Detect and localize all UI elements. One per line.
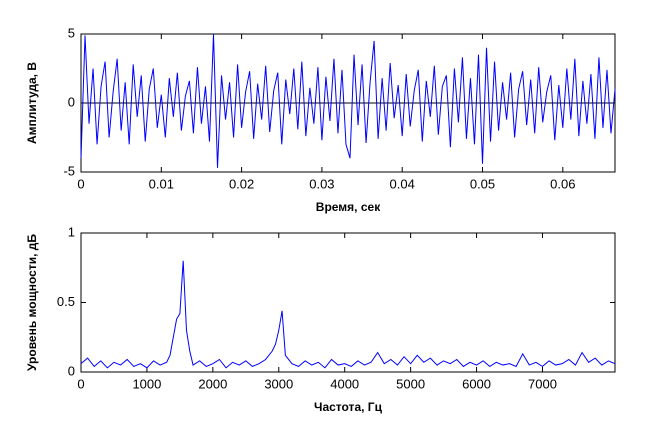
y-tick-label: 1 <box>68 224 75 239</box>
signal-line <box>80 260 616 369</box>
x-tick-label: 4000 <box>330 376 359 391</box>
y-tick-label: 5 <box>68 25 75 40</box>
x-tick-label: 2000 <box>198 376 227 391</box>
x-tick-label: 0 <box>77 376 84 391</box>
x-axis-label: Частота, Гц <box>314 400 383 414</box>
plot-area <box>80 232 616 373</box>
x-tick-label: 0 <box>77 176 84 191</box>
y-tick-label: -5 <box>63 163 75 178</box>
x-tick-label: 0.06 <box>550 176 575 191</box>
signal-line <box>80 33 616 168</box>
x-tick-label: 0.02 <box>229 176 254 191</box>
y-axis-label: Амплитуда, В <box>25 62 39 144</box>
x-tick-label: 0.04 <box>390 176 415 191</box>
x-tick-label: 3000 <box>264 376 293 391</box>
x-axis-label: Время, сек <box>316 200 381 214</box>
x-tick-label: 5000 <box>396 376 425 391</box>
x-tick-label: 0.01 <box>149 176 174 191</box>
x-tick-label: 1000 <box>132 376 161 391</box>
y-tick-label: 0.5 <box>57 294 75 309</box>
y-axis-label: Уровень мощности, дБ <box>25 234 39 371</box>
x-tick-label: 0.03 <box>309 176 334 191</box>
x-tick-label: 6000 <box>462 376 491 391</box>
y-tick-label: 0 <box>68 94 75 109</box>
y-tick-label: 0 <box>68 363 75 378</box>
x-tick-label: 0.05 <box>470 176 495 191</box>
x-tick-label: 7000 <box>528 376 557 391</box>
